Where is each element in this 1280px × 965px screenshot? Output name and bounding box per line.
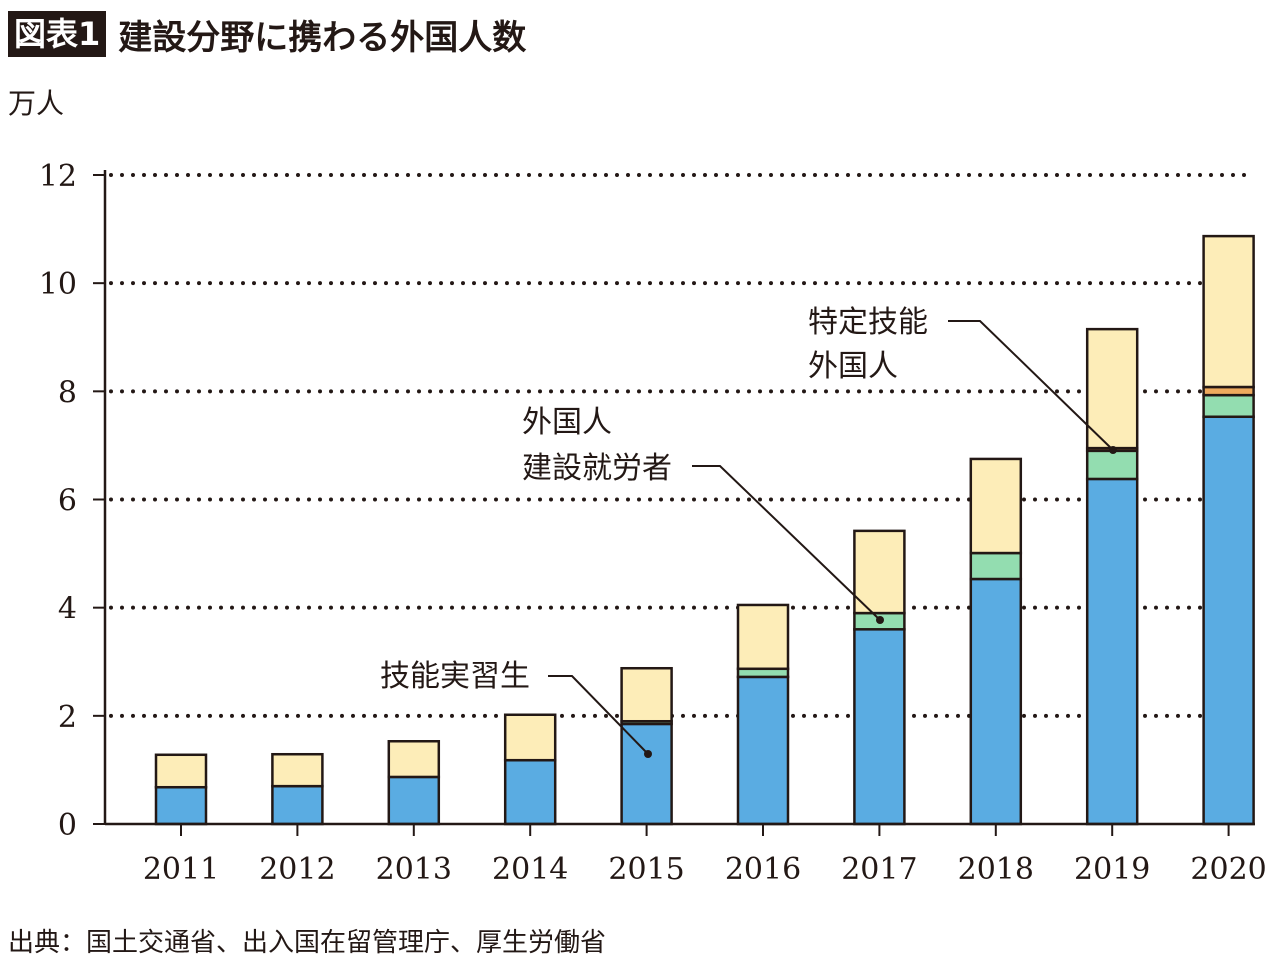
- bar-segment-技能実習生: [736, 675, 790, 826]
- bar-segment-外国人建設就労者: [969, 551, 1023, 581]
- x-tick-label: 2011: [143, 852, 219, 887]
- bar-segment-技能実習生: [1202, 415, 1255, 826]
- x-tick-label: 2017: [841, 852, 917, 887]
- x-tick-label: 2016: [725, 852, 801, 887]
- leader-dot-specified: [1109, 446, 1117, 454]
- bar-segment-技能実習生: [620, 722, 673, 826]
- bar-segment-series-3: [271, 752, 324, 788]
- bar-segment-series-3: [1085, 327, 1139, 450]
- bar-segment-技能実習生: [154, 785, 208, 826]
- figure-badge: 図表1: [8, 11, 107, 57]
- title-text: 建設分野に携わる外国人数: [118, 17, 527, 58]
- annotation-worker-line2: 建設就労者: [522, 451, 672, 486]
- x-tick-label: 2012: [259, 852, 335, 887]
- bar-segment-技能実習生: [969, 577, 1023, 826]
- bar-segment-series-3: [503, 713, 557, 762]
- bar-segment-series-3: [969, 457, 1023, 555]
- bar-segment-技能実習生: [1085, 477, 1139, 826]
- x-tick-label: 2018: [958, 852, 1034, 887]
- annotation-worker-line1: 外国人: [522, 405, 612, 440]
- leader-dot-worker: [876, 616, 884, 624]
- leader-line-specified: [948, 320, 1114, 451]
- y-tick-label: 12: [39, 159, 77, 194]
- chart-title: 図表1 建設分野に携わる外国人数: [8, 10, 526, 58]
- y-tick-label: 8: [58, 375, 77, 410]
- bar-segment-series-3: [853, 529, 906, 615]
- x-tick-label: 2019: [1074, 852, 1150, 887]
- x-tick-label: 2014: [492, 852, 568, 887]
- x-tick-label: 2013: [376, 852, 452, 887]
- x-tick-label: 2020: [1190, 852, 1266, 887]
- y-tick-label: 4: [58, 592, 77, 627]
- y-tick-label: 6: [58, 484, 77, 519]
- bar-segment-series-3: [154, 753, 208, 789]
- y-tick-label: 0: [58, 808, 77, 843]
- annotation-specified-line2: 外国人: [808, 349, 898, 384]
- y-tick-label: 10: [39, 267, 77, 302]
- source-note: 出典：国土交通省、出入国在留管理庁、厚生労働省: [8, 928, 607, 958]
- x-tick-label: 2015: [608, 852, 684, 887]
- bar-segment-series-3: [620, 666, 673, 723]
- annotation-specified-line1: 特定技能: [808, 305, 928, 340]
- bar-segment-series-3: [736, 603, 790, 671]
- bar-segment-技能実習生: [271, 784, 324, 826]
- bar-segment-series-3: [387, 740, 441, 779]
- y-axis-unit: 万人: [8, 87, 65, 120]
- bar-segment-series-3: [1202, 234, 1255, 389]
- y-tick-label: 2: [58, 700, 77, 735]
- bar-segment-外国人建設就労者: [1202, 393, 1255, 419]
- bar-segment-外国人建設就労者: [1085, 449, 1139, 481]
- bar-segment-技能実習生: [387, 775, 441, 826]
- bar-segment-技能実習生: [853, 628, 906, 826]
- bar-segment-技能実習生: [503, 758, 557, 826]
- leader-dot-trainee: [644, 750, 652, 758]
- leader-line-worker: [692, 465, 881, 621]
- annotation-trainee: 技能実習生: [380, 659, 530, 694]
- leader-line-trainee: [548, 675, 649, 755]
